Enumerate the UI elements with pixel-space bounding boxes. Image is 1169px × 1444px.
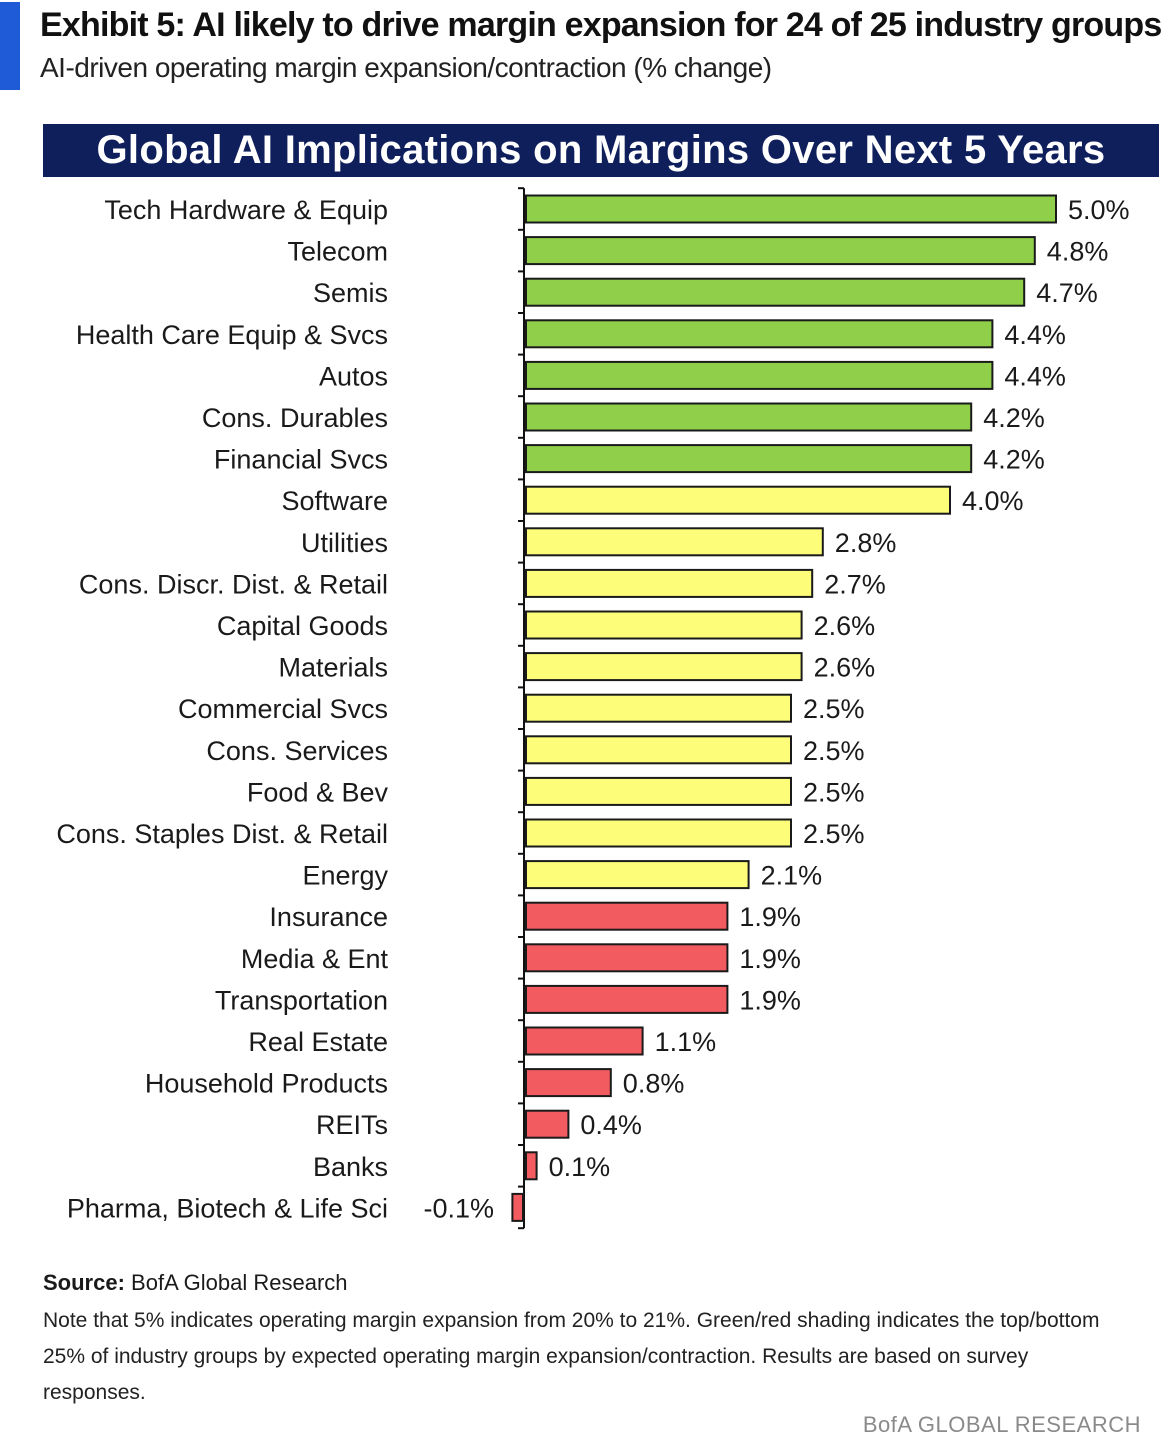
category-label: Insurance xyxy=(269,902,388,932)
bar xyxy=(525,527,824,557)
category-label: Cons. Discr. Dist. & Retail xyxy=(79,569,388,599)
category-label: Utilities xyxy=(301,528,388,558)
value-label: 2.7% xyxy=(824,569,886,599)
value-label: 1.9% xyxy=(739,944,801,974)
brand-mark: BofA GLOBAL RESEARCH xyxy=(862,1412,1141,1437)
bar xyxy=(511,1192,525,1222)
value-label: 4.8% xyxy=(1047,237,1109,267)
bar xyxy=(525,735,792,765)
value-label: 2.6% xyxy=(814,653,876,683)
category-label: Pharma, Biotech & Life Sci xyxy=(67,1193,388,1223)
bar-chart: Tech Hardware & Equip 5.0% Telecom 4.8% Semi… xyxy=(56,187,1130,1230)
source-text: BofA Global Research xyxy=(131,1270,348,1295)
bar xyxy=(525,776,792,806)
bar xyxy=(525,818,792,848)
value-label: 2.5% xyxy=(803,819,865,849)
category-label: Health Care Equip & Svcs xyxy=(76,320,388,350)
bar xyxy=(525,236,1036,266)
value-label: 1.1% xyxy=(655,1027,717,1057)
bar xyxy=(525,444,973,474)
category-label: Energy xyxy=(302,861,388,891)
value-label: 1.9% xyxy=(739,985,801,1015)
value-label: 2.8% xyxy=(835,528,897,558)
category-label: Telecom xyxy=(287,237,388,267)
bar xyxy=(525,319,994,349)
exhibit-subtitle: AI-driven operating margin expansion/con… xyxy=(40,52,772,83)
bar xyxy=(525,485,951,515)
value-label: 2.5% xyxy=(803,777,865,807)
value-label: 0.8% xyxy=(623,1069,685,1099)
source-line: Source: BofA Global Research xyxy=(43,1270,348,1296)
bar xyxy=(525,860,750,890)
value-label: 4.0% xyxy=(962,486,1024,516)
bar xyxy=(525,901,729,931)
bar xyxy=(525,610,803,640)
bar xyxy=(525,943,729,973)
value-label: 4.2% xyxy=(983,403,1045,433)
category-label: Semis xyxy=(313,278,388,308)
category-label: Commercial Svcs xyxy=(178,694,388,724)
value-label: 2.5% xyxy=(803,694,865,724)
category-label: Cons. Staples Dist. & Retail xyxy=(56,819,388,849)
chart-note: Note that 5% indicates operating margin … xyxy=(43,1309,1100,1404)
exhibit-title: Exhibit 5: AI likely to drive margin exp… xyxy=(40,6,1162,44)
value-label: 1.9% xyxy=(739,902,801,932)
value-label: 4.4% xyxy=(1004,320,1066,350)
value-label: 4.7% xyxy=(1036,278,1098,308)
chart-title: Global AI Implications on Margins Over N… xyxy=(43,124,1159,177)
value-label: 4.2% xyxy=(983,445,1045,475)
category-label: REITs xyxy=(316,1110,388,1140)
value-label: 4.4% xyxy=(1004,361,1066,391)
value-label: 2.6% xyxy=(814,611,876,641)
bar xyxy=(525,568,814,598)
bar xyxy=(525,277,1026,307)
category-label: Materials xyxy=(278,653,388,683)
category-label: Autos xyxy=(319,361,388,391)
accent-bar xyxy=(0,2,20,90)
value-label: -0.1% xyxy=(423,1193,494,1223)
value-label: 5.0% xyxy=(1068,195,1130,225)
bar xyxy=(525,693,792,723)
category-label: Transportation xyxy=(215,985,388,1015)
bar xyxy=(525,360,994,390)
value-label: 0.4% xyxy=(580,1110,642,1140)
bar xyxy=(525,194,1057,224)
bar xyxy=(525,1151,538,1181)
value-label: 2.1% xyxy=(761,861,823,891)
bar xyxy=(525,402,973,432)
bar xyxy=(525,1026,644,1056)
category-label: Tech Hardware & Equip xyxy=(104,195,388,225)
category-label: Capital Goods xyxy=(217,611,388,641)
bar xyxy=(525,1068,612,1098)
category-label: Software xyxy=(281,486,388,516)
category-label: Food & Bev xyxy=(247,777,389,807)
bar xyxy=(525,1109,570,1139)
category-label: Real Estate xyxy=(248,1027,388,1057)
source-label: Source: xyxy=(43,1270,125,1295)
category-label: Media & Ent xyxy=(241,944,389,974)
category-label: Financial Svcs xyxy=(214,445,388,475)
value-label: 0.1% xyxy=(549,1152,611,1182)
category-label: Banks xyxy=(313,1152,388,1182)
bar xyxy=(525,984,729,1014)
category-label: Cons. Durables xyxy=(202,403,388,433)
bar xyxy=(525,652,803,682)
category-label: Household Products xyxy=(145,1069,388,1099)
category-label: Cons. Services xyxy=(206,736,388,766)
value-label: 2.5% xyxy=(803,736,865,766)
